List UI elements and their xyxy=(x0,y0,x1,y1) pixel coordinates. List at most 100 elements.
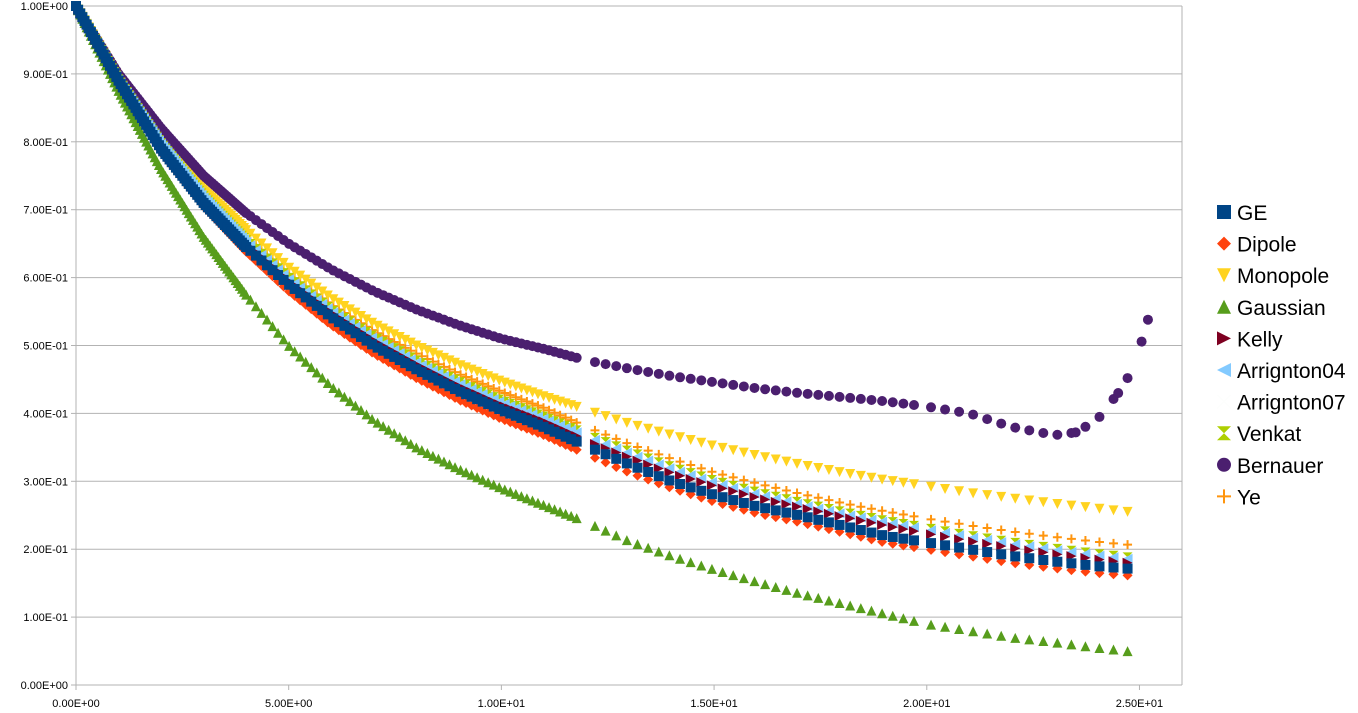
data-point xyxy=(866,527,877,538)
data-point xyxy=(1080,502,1091,513)
data-point xyxy=(438,378,449,389)
data-point xyxy=(982,538,993,549)
data-point xyxy=(372,342,383,353)
data-point xyxy=(621,417,632,428)
data-point xyxy=(982,534,993,545)
data-point xyxy=(1122,646,1133,657)
data-point xyxy=(898,477,909,488)
data-point xyxy=(483,477,494,488)
data-point xyxy=(311,300,322,311)
data-point xyxy=(632,539,643,550)
legend-marker xyxy=(1217,363,1231,377)
data-point xyxy=(877,530,888,541)
data-point xyxy=(1094,550,1105,561)
data-point xyxy=(600,525,611,536)
data-point xyxy=(996,525,1006,535)
data-point xyxy=(405,361,416,372)
data-point xyxy=(866,504,876,514)
data-point xyxy=(289,283,300,294)
data-point xyxy=(675,466,686,477)
legend-label: Monopole xyxy=(1237,265,1329,288)
data-point xyxy=(438,456,449,467)
data-point xyxy=(632,462,643,473)
data-point xyxy=(472,377,482,387)
data-point xyxy=(802,460,813,471)
data-point xyxy=(770,454,781,465)
data-point xyxy=(350,328,361,339)
data-point xyxy=(718,470,728,480)
data-point xyxy=(643,455,654,466)
data-point xyxy=(898,533,909,544)
data-point xyxy=(611,530,622,541)
data-point xyxy=(356,405,367,416)
data-point xyxy=(1094,411,1105,422)
data-point xyxy=(361,314,372,325)
data-point xyxy=(621,466,632,477)
data-point xyxy=(1038,635,1049,646)
legend-label: GE xyxy=(1237,202,1267,225)
data-point xyxy=(383,326,394,337)
data-point xyxy=(555,410,565,420)
data-point xyxy=(760,494,771,505)
data-point xyxy=(926,514,936,524)
data-point xyxy=(653,546,664,557)
data-point xyxy=(909,615,920,626)
data-point xyxy=(887,531,898,542)
data-point xyxy=(898,524,909,535)
data-point xyxy=(954,406,965,417)
data-point xyxy=(350,307,361,318)
data-point xyxy=(611,414,622,425)
data-point xyxy=(300,356,311,367)
data-point xyxy=(411,442,422,453)
data-point xyxy=(367,413,378,424)
data-point xyxy=(823,595,834,606)
data-point xyxy=(571,352,582,363)
data-point xyxy=(450,384,461,395)
data-point xyxy=(328,313,339,324)
data-point xyxy=(589,444,600,455)
y-tick-label: 4.00E-01 xyxy=(23,408,68,420)
data-point xyxy=(696,437,707,448)
data-point xyxy=(738,447,749,458)
legend-label: Arrignton04 xyxy=(1237,360,1346,383)
x-tick-labels: 0.00E+00 5.00E+00 1.00E+01 1.50E+01 2.00E+01… xyxy=(52,698,1163,710)
data-point xyxy=(954,624,965,635)
data-point xyxy=(749,492,760,503)
data-point xyxy=(339,391,350,402)
data-point xyxy=(898,398,909,409)
data-point xyxy=(926,619,937,630)
legend-marker xyxy=(1217,299,1231,314)
data-point xyxy=(532,419,543,430)
data-point xyxy=(632,470,643,481)
data-point xyxy=(696,463,706,473)
data-point xyxy=(273,270,284,281)
data-point xyxy=(926,525,937,536)
data-point xyxy=(717,483,728,494)
data-point xyxy=(717,442,728,453)
legend-label: Venkat xyxy=(1237,423,1301,446)
data-point xyxy=(792,387,803,398)
data-point xyxy=(483,399,494,410)
data-point xyxy=(760,452,771,463)
data-point xyxy=(760,480,770,490)
data-point xyxy=(1052,545,1063,556)
data-point xyxy=(954,486,965,497)
data-point xyxy=(845,500,855,510)
data-point xyxy=(383,348,394,359)
data-point xyxy=(1024,529,1034,539)
data-point xyxy=(499,406,510,417)
y-tick-label: 5.00E-01 xyxy=(23,341,68,353)
data-point xyxy=(738,573,749,584)
data-point xyxy=(533,401,543,411)
data-point xyxy=(749,500,760,511)
data-point xyxy=(273,253,284,264)
data-point xyxy=(856,502,866,512)
data-point xyxy=(532,497,543,508)
data-point xyxy=(1052,499,1063,510)
series-bernauer xyxy=(71,1,1153,440)
data-point xyxy=(400,358,411,369)
data-point xyxy=(968,544,979,555)
data-point xyxy=(422,447,433,458)
data-point xyxy=(400,435,411,446)
data-point xyxy=(706,480,717,491)
